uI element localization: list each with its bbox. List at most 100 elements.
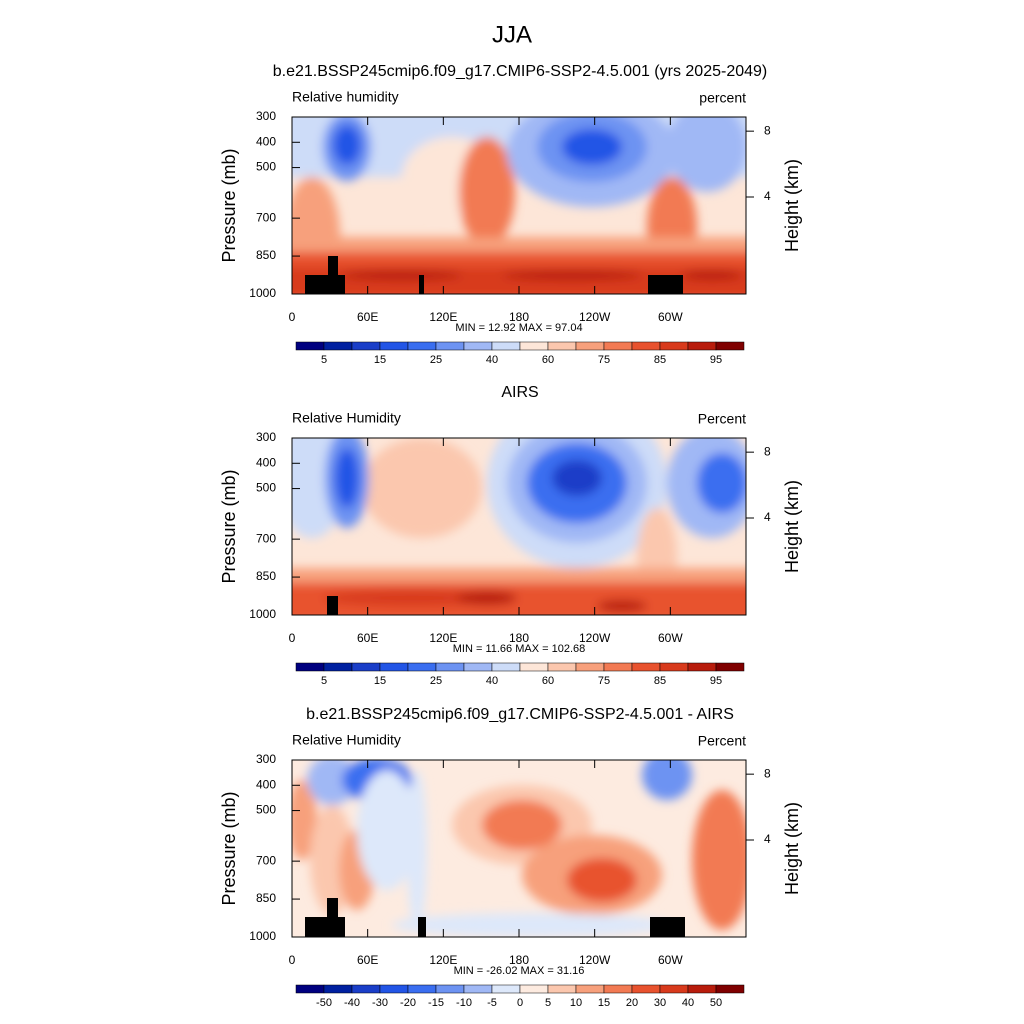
colorbar-label: -20	[400, 997, 416, 1009]
colorbar-box	[659, 662, 689, 672]
colorbar-box	[295, 984, 325, 994]
colorbar-label: 85	[654, 675, 666, 687]
colorbar-box	[323, 341, 353, 351]
colorbar-box	[295, 341, 325, 351]
y2-tick-label: 4	[764, 510, 771, 524]
colorbar-label: 0	[517, 997, 523, 1009]
x-tick-label: 180	[509, 310, 529, 324]
colorbar-label: -30	[372, 997, 388, 1009]
x-tick-label: 0	[289, 310, 296, 324]
x-tick-label: 120E	[429, 631, 457, 645]
x-tick-label: 60E	[357, 953, 378, 967]
colorbar-label: 75	[598, 354, 610, 366]
colorbar-box	[351, 341, 381, 351]
panel-title: b.e21.BSSP245cmip6.f09_g17.CMIP6-SSP2-4.…	[273, 63, 768, 80]
colorbar-label: 25	[430, 354, 442, 366]
colorbar-box	[295, 662, 325, 672]
colorbar-box	[407, 984, 437, 994]
y2-tick-label: 4	[764, 832, 771, 846]
y2-axis-label: Height (km)	[782, 480, 802, 573]
right-label: Percent	[698, 733, 746, 749]
y2-tick-label: 8	[764, 444, 771, 458]
colorbar-box	[715, 341, 745, 351]
y-tick-label: 850	[256, 891, 276, 905]
colorbar-label: 75	[598, 675, 610, 687]
panel-title: b.e21.BSSP245cmip6.f09_g17.CMIP6-SSP2-4.…	[306, 706, 734, 723]
colorbar-label: -10	[456, 997, 472, 1009]
colorbar-label: 40	[682, 997, 694, 1009]
colorbar-box	[379, 341, 409, 351]
colorbar-label: 60	[542, 675, 554, 687]
colorbar-label: 5	[545, 997, 551, 1009]
colorbar-label: -5	[487, 997, 497, 1009]
colorbar-label: 5	[321, 675, 327, 687]
x-tick-label: 0	[289, 631, 296, 645]
x-tick-label: 0	[289, 953, 296, 967]
stats: MIN = 12.92 MAX = 97.04	[455, 322, 582, 334]
y-axis-label: Pressure (mb)	[219, 791, 239, 905]
colorbar-box	[575, 984, 605, 994]
colorbar-box	[407, 341, 437, 351]
contour-field	[292, 117, 746, 294]
colorbar-box	[715, 662, 745, 672]
colorbar-box	[407, 662, 437, 672]
colorbar-label: 10	[570, 997, 582, 1009]
colorbar-box	[463, 984, 493, 994]
colorbar-box	[547, 662, 577, 672]
right-label: percent	[699, 90, 746, 106]
figure-title: JJA	[492, 21, 532, 48]
y-tick-label: 500	[256, 803, 276, 817]
left-label: Relative Humidity	[292, 410, 401, 426]
colorbar-box	[463, 341, 493, 351]
y2-tick-label: 8	[764, 766, 771, 780]
colorbar-label: 40	[486, 354, 498, 366]
colorbar-box	[575, 341, 605, 351]
colorbar-box	[351, 984, 381, 994]
colorbar-box	[603, 341, 633, 351]
y-tick-label: 300	[256, 430, 276, 444]
colorbar-label: 15	[374, 675, 386, 687]
colorbar-box	[575, 662, 605, 672]
x-tick-label: 60W	[658, 631, 683, 645]
contour-field	[292, 760, 746, 937]
colorbar-box	[435, 984, 465, 994]
colorbar-label: -50	[316, 997, 332, 1009]
y-tick-label: 500	[256, 481, 276, 495]
colorbar-box	[323, 662, 353, 672]
colorbar-box	[687, 984, 717, 994]
colorbar-box	[547, 984, 577, 994]
colorbar-label: 95	[710, 354, 722, 366]
x-tick-label: 120W	[579, 310, 611, 324]
x-tick-label: 180	[509, 953, 529, 967]
y-tick-label: 300	[256, 752, 276, 766]
colorbar-label: 25	[430, 675, 442, 687]
colorbar-label: 15	[598, 997, 610, 1009]
y-axis-label: Pressure (mb)	[219, 469, 239, 583]
colorbar-label: 60	[542, 354, 554, 366]
x-tick-label: 60E	[357, 631, 378, 645]
y2-tick-label: 4	[764, 189, 771, 203]
colorbar-box	[547, 341, 577, 351]
colorbar-box	[379, 984, 409, 994]
colorbar-box	[463, 662, 493, 672]
y-tick-label: 400	[256, 134, 276, 148]
colorbar-box	[435, 341, 465, 351]
colorbar-box	[323, 984, 353, 994]
colorbar-box	[351, 662, 381, 672]
colorbar-box	[631, 662, 661, 672]
colorbar-label: 15	[374, 354, 386, 366]
y-tick-label: 400	[256, 777, 276, 791]
y-tick-label: 300	[256, 109, 276, 123]
colorbar-box	[379, 662, 409, 672]
colorbar-label: 40	[486, 675, 498, 687]
colorbar-label: -15	[428, 997, 444, 1009]
colorbar-box	[519, 984, 549, 994]
colorbar-box	[631, 341, 661, 351]
y2-tick-label: 8	[764, 123, 771, 137]
colorbar-box	[519, 662, 549, 672]
colorbar-box	[491, 662, 521, 672]
colorbar-box	[715, 984, 745, 994]
left-label: Relative Humidity	[292, 732, 401, 748]
colorbar-box	[435, 662, 465, 672]
